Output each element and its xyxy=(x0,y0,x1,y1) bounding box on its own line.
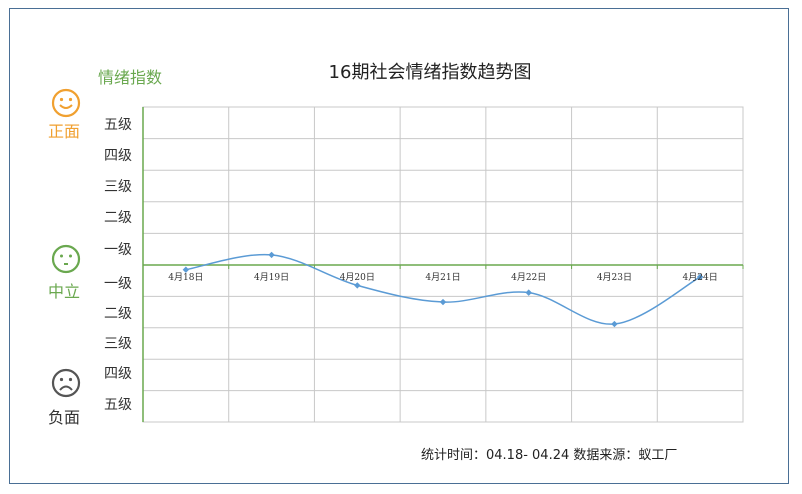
y-tick-label-pos-5: 五级 xyxy=(104,117,132,133)
x-tick-label-5: 4月23日 xyxy=(597,272,632,283)
data-point-2 xyxy=(354,282,361,289)
data-point-5 xyxy=(611,320,618,328)
x-tick-label-3: 4月21日 xyxy=(425,272,460,283)
x-tick-label-1: 4月19日 xyxy=(254,272,289,283)
y-tick-label-neg-5: 五级 xyxy=(104,397,132,413)
neutral-face-icon xyxy=(51,244,81,274)
data-point-1 xyxy=(268,251,275,259)
data-point-4 xyxy=(525,289,532,296)
x-tick-label-2: 4月20日 xyxy=(340,272,375,283)
smile-face-icon xyxy=(51,88,81,118)
y-tick-label-neg-4: 四级 xyxy=(104,366,132,382)
chart-frame xyxy=(9,8,789,484)
x-tick-label-0: 4月18日 xyxy=(168,272,203,283)
data-point-6 xyxy=(696,273,704,281)
sad-face-icon xyxy=(51,368,81,398)
x-tick-label-6: 4月24日 xyxy=(683,272,718,283)
positive-label: 正面 xyxy=(48,122,81,141)
data-point-3 xyxy=(439,298,447,306)
neutral-label: 中立 xyxy=(48,282,81,301)
x-tick-label-4: 4月22日 xyxy=(511,272,546,283)
data-point-0 xyxy=(182,266,190,273)
y-tick-label-neg-2: 二级 xyxy=(104,306,132,322)
y-tick-label-pos-4: 四级 xyxy=(104,148,132,164)
y-tick-label-neg-3: 三级 xyxy=(104,336,132,352)
y-tick-label-pos-3: 三级 xyxy=(104,179,132,195)
chart-title: 16期社会情绪指数趋势图 xyxy=(328,62,532,83)
footer-source: 统计时间：04.18- 04.24 数据来源：蚁工厂 xyxy=(421,448,678,463)
y-axis-title: 情绪指数 xyxy=(98,68,163,87)
y-tick-label-pos-1: 一级 xyxy=(104,242,132,258)
negative-label: 负面 xyxy=(48,408,81,427)
y-tick-label-pos-2: 二级 xyxy=(104,210,132,226)
y-tick-label-neg-1: 一级 xyxy=(104,276,132,292)
